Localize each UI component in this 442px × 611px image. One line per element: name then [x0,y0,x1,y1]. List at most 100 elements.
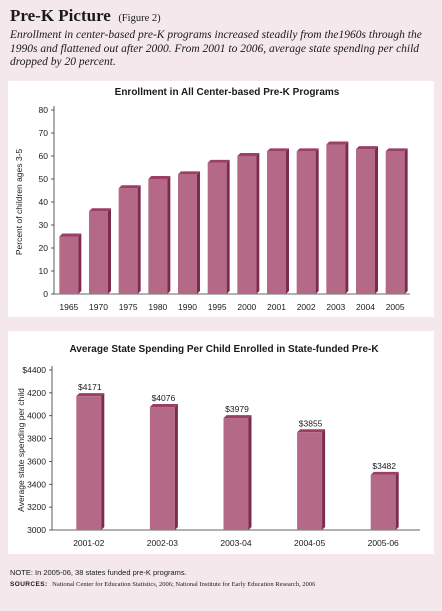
chart1-bar-side [404,148,408,294]
chart2-bar-front [370,474,396,530]
chart2-bar-front [76,396,102,530]
chart2-data-label: $3979 [225,404,249,414]
figure-number: (Figure 2) [118,13,161,24]
chart1-bar-side [108,208,111,294]
chart1-y-tick-label: 80 [39,105,49,115]
chart1-bar-front [178,174,197,294]
chart2-bar-side [322,429,326,530]
chart1-bar-1995 [207,159,230,294]
chart1-x-tick-label: 1990 [178,302,197,312]
chart1-bar-2001 [267,148,289,294]
chart2-bar-top [223,415,252,419]
chart1-bar-top [326,141,349,145]
chart2-x-tick-label: 2004-05 [294,538,325,548]
chart2-bar-top [149,404,178,408]
chart1-bar-2003 [326,141,349,294]
chart1-x-tick-label: 2004 [356,302,375,312]
chart2-y-tick-label: 4000 [27,411,46,421]
chart2-bar-side [395,471,399,530]
chart1-x-tick-label: 2005 [386,302,405,312]
spending-chart: Average State Spending Per Child Enrolle… [16,344,420,548]
chart1-bar-side [226,159,230,294]
chart1-x-tick-label: 2002 [297,302,316,312]
chart1-bar-1970 [89,208,111,294]
chart1-bar-2005 [385,148,408,294]
chart1-bar-top [267,148,289,152]
chart1-bar-front [267,151,286,294]
chart1-bar-1975 [118,185,141,294]
chart2-y-tick-label: 3400 [27,479,46,489]
chart2-bar-side [174,404,178,530]
chart1-bar-front [118,188,138,294]
chart2-x-tick-label: 2003-04 [220,538,251,548]
chart2-bar-side [101,393,105,530]
chart1-bar-front [89,211,108,294]
chart1-bar-front [207,162,227,294]
chart2-bar-front [223,418,249,530]
chart2-bar-2003-04 [223,415,252,530]
chart1-bar-front [296,151,316,294]
chart2-bar-front [149,407,175,530]
chart1-bar-top [178,171,200,175]
chart1-bar-front [59,236,79,294]
chart2-y-tick-label: 4200 [27,388,46,398]
chart1-bar-front [237,156,257,294]
chart1-bar-2004 [356,146,378,294]
chart2-y-axis-label: Average state spending per child [16,388,26,512]
chart1-bar-top [356,146,378,150]
chart2-data-label: $4171 [78,382,102,392]
chart2-y-tick-label: 3200 [27,502,46,512]
chart1-title: Enrollment in All Center-based Pre-K Pro… [115,87,340,98]
chart1-bar-side [286,148,289,294]
chart1-bar-top [237,153,260,156]
chart1-bar-front [385,151,405,294]
chart1-bar-1990 [178,171,200,294]
chart1-bar-top [385,148,408,152]
chart1-bar-side [315,148,319,294]
figure-title: Pre-K Picture [10,6,111,25]
chart2-data-label: $3482 [372,461,396,471]
chart1-bar-top [207,159,230,163]
chart1-bar-side [256,153,260,294]
sources-label: SOURCES: [10,581,48,588]
chart2-y-tick-label: 3800 [27,434,46,444]
chart1-bar-front [148,179,168,294]
chart2-bar-top [297,429,326,433]
chart1-bar-side [137,185,141,294]
chart2-bar-2005-06 [370,471,399,530]
chart-note: NOTE: In 2005-06, 38 states funded pre-K… [10,568,187,577]
chart1-x-tick-label: 2000 [237,302,256,312]
chart2-data-label: $4076 [152,393,176,403]
chart1-bar-top [296,148,319,152]
figure-title-row: Pre-K Picture (Figure 2) [10,6,161,26]
chart1-y-tick-label: 30 [39,220,49,230]
chart1-y-tick-label: 50 [39,174,49,184]
chart2-data-label: $3855 [299,418,323,428]
chart2-bar-2001-02 [76,393,105,530]
chart2-x-tick-label: 2002-03 [147,538,178,548]
chart1-bar-side [167,176,171,294]
chart1-y-tick-label: 10 [39,266,49,276]
sources-text: National Center for Education Statistics… [52,581,316,588]
chart1-bar-top [59,233,82,237]
chart1-bar-side [197,171,200,294]
chart2-x-tick-label: 2005-06 [368,538,399,548]
chart2-y-tick-label: $4400 [22,365,46,375]
chart1-x-tick-label: 1970 [89,302,108,312]
chart1-x-tick-label: 1995 [208,302,227,312]
chart2-y-tick-label: 3600 [27,456,46,466]
spending-chart-panel: Average State Spending Per Child Enrolle… [8,331,434,554]
chart2-bar-side [248,415,252,530]
chart2-title: Average State Spending Per Child Enrolle… [69,344,379,355]
chart1-x-tick-label: 1965 [59,302,78,312]
chart1-y-tick-label: 0 [43,289,48,299]
chart2-bar-2002-03 [149,404,178,530]
chart1-x-tick-label: 2001 [267,302,286,312]
chart1-y-tick-label: 20 [39,243,49,253]
chart1-bar-front [326,144,346,294]
chart1-bar-top [148,176,171,179]
chart1-y-axis-label: Percent of children ages 3-5 [14,149,24,256]
chart1-x-tick-label: 2003 [326,302,345,312]
chart1-y-tick-label: 70 [39,128,49,138]
chart1-y-tick-label: 60 [39,151,49,161]
